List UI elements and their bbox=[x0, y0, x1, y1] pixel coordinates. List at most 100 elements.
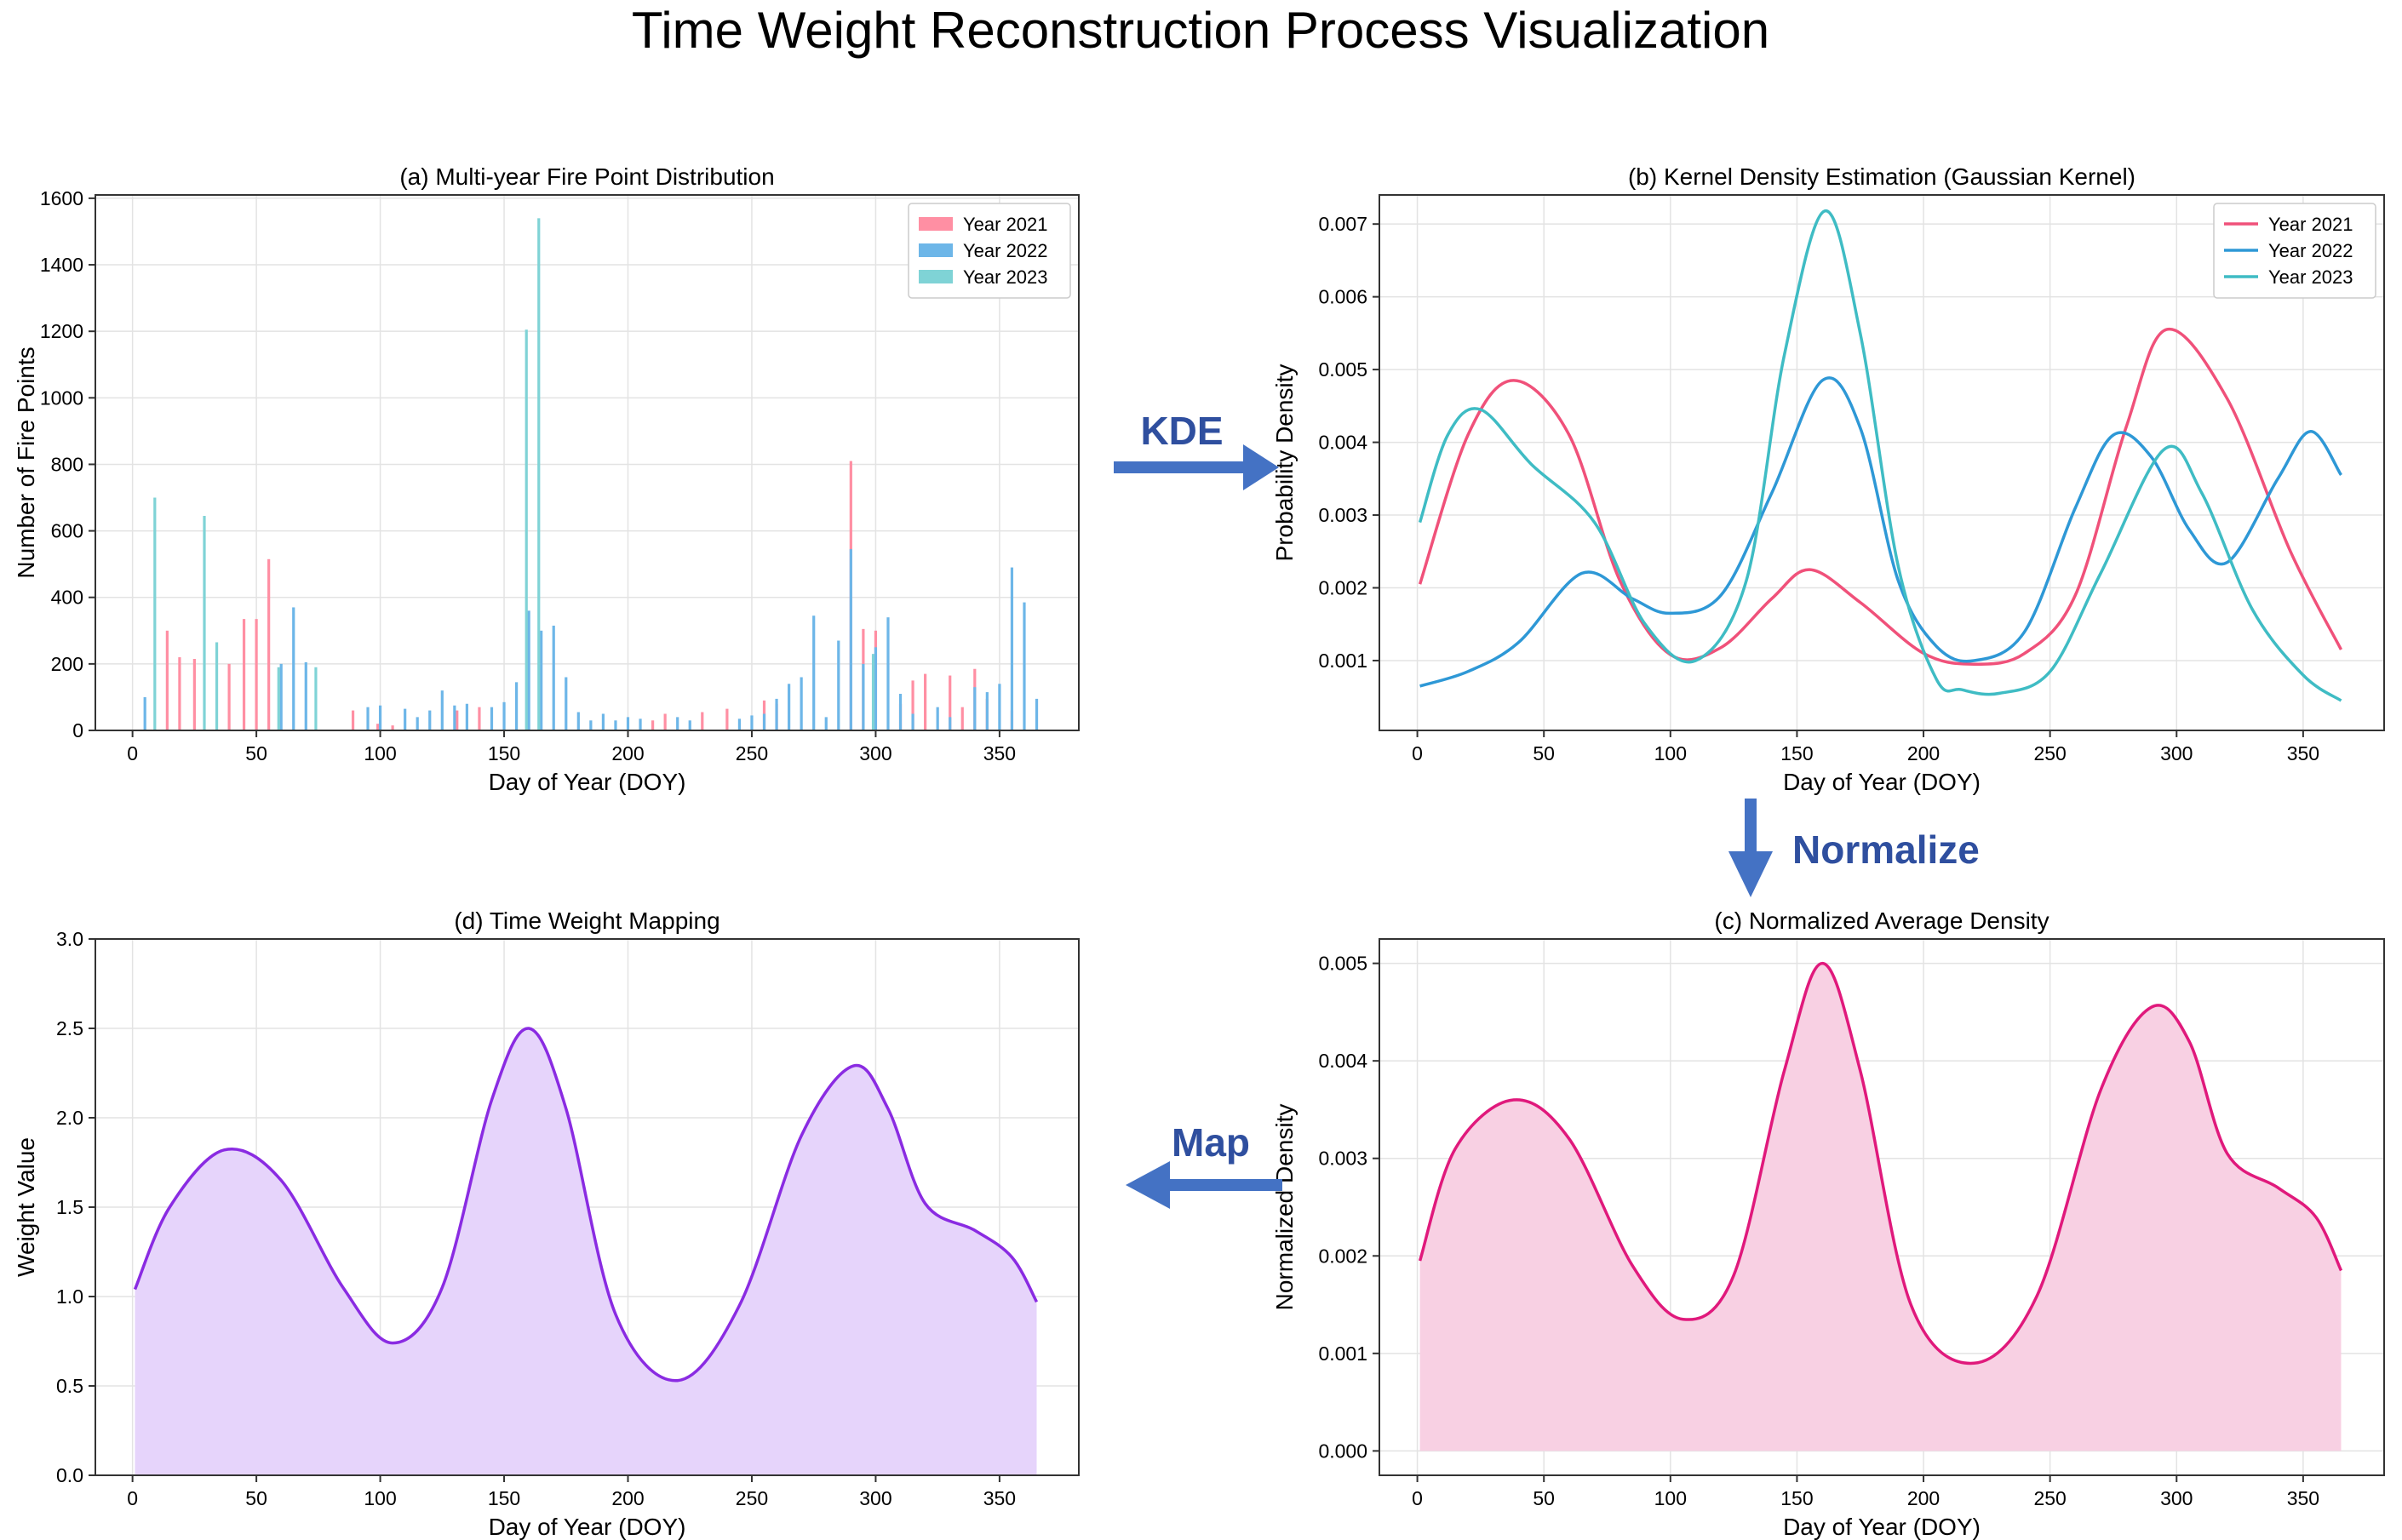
x-tick-label: 50 bbox=[245, 1487, 267, 1509]
chart-panel-b: 0 50 100 150 200 250 300 350 0.001 0.002 0.003 0.00… bbox=[1271, 163, 2385, 795]
legend-label: Year 2022 bbox=[963, 240, 1048, 261]
legend-label: Year 2023 bbox=[963, 266, 1048, 288]
bar-year-2022 bbox=[614, 720, 617, 730]
bar-year-2022 bbox=[143, 696, 146, 730]
y-tick-label: 200 bbox=[51, 653, 83, 675]
x-tick-label: 200 bbox=[611, 742, 644, 764]
legend: Year 2021 Year 2022 Year 2023 bbox=[2213, 203, 2376, 299]
chart-title: (b) Kernel Density Estimation (Gaussian … bbox=[1628, 163, 2135, 190]
bar-year-2021 bbox=[227, 663, 231, 730]
normalize-label: Normalize bbox=[1792, 827, 1980, 872]
bar-year-2021 bbox=[165, 630, 169, 730]
y-tick-label: 0.002 bbox=[1318, 576, 1367, 598]
bar-year-2021 bbox=[725, 708, 729, 730]
bar-year-2022 bbox=[936, 707, 939, 730]
bar-year-2022 bbox=[639, 718, 642, 730]
x-tick-label: 250 bbox=[2033, 742, 2066, 764]
x-tick-label: 250 bbox=[2033, 1487, 2066, 1509]
bar-year-2021 bbox=[960, 707, 964, 730]
bar-year-2022 bbox=[737, 718, 742, 730]
x-tick-label: 350 bbox=[983, 742, 1016, 764]
y-tick-label: 0.006 bbox=[1318, 286, 1367, 308]
plot-frame bbox=[95, 194, 1080, 731]
bar-year-2023 bbox=[537, 218, 541, 730]
y-tick-label: 0.004 bbox=[1318, 432, 1367, 454]
kde-label: KDE bbox=[1140, 409, 1223, 453]
y-tick-label: 0.001 bbox=[1318, 1342, 1367, 1365]
y-tick-label: 0.0 bbox=[56, 1464, 83, 1486]
bar-year-2022 bbox=[762, 713, 766, 730]
y-tick-label: 0.005 bbox=[1318, 953, 1367, 975]
legend-label: Year 2022 bbox=[2268, 240, 2353, 261]
bar-year-2022 bbox=[800, 677, 803, 730]
y-tick-label: 0 bbox=[72, 719, 83, 741]
bar-year-2022 bbox=[886, 617, 890, 730]
x-tick-label: 200 bbox=[1907, 742, 1940, 764]
bar-year-2022 bbox=[490, 707, 494, 730]
x-tick-label: 50 bbox=[1533, 1487, 1555, 1509]
bar-year-2021 bbox=[242, 619, 246, 730]
bar-year-2022 bbox=[279, 663, 283, 730]
y-axis-label: Probability Density bbox=[1271, 364, 1298, 562]
bar-year-2022 bbox=[565, 677, 568, 730]
chart-title: (c) Normalized Average Density bbox=[1714, 907, 2049, 934]
bar-year-2023 bbox=[203, 516, 206, 730]
bar-year-2022 bbox=[378, 705, 382, 730]
bar-year-2022 bbox=[874, 647, 878, 730]
chart-panel-d: 0 50 100 150 200 250 300 350 0.0 0.5 1.0 1.5 2.0 2.5 3… bbox=[13, 907, 1080, 1540]
bar-year-2021 bbox=[178, 657, 181, 730]
bar-year-2021 bbox=[192, 659, 196, 730]
x-tick-label: 0 bbox=[127, 742, 138, 764]
bar-year-2022 bbox=[911, 713, 914, 730]
bar-year-2023 bbox=[215, 642, 219, 730]
y-tick-label: 1400 bbox=[40, 254, 83, 276]
series-line-year-2022 bbox=[1419, 376, 2342, 688]
legend-box bbox=[2213, 203, 2376, 299]
bar-year-2022 bbox=[440, 690, 444, 730]
bar-year-2022 bbox=[862, 663, 865, 730]
bar-year-2022 bbox=[985, 692, 989, 730]
x-tick-label: 300 bbox=[859, 742, 891, 764]
x-tick-label: 250 bbox=[736, 1487, 768, 1509]
x-tick-label: 0 bbox=[1412, 1487, 1423, 1509]
plot-frame bbox=[1379, 938, 2385, 1476]
y-tick-label: 1200 bbox=[40, 320, 83, 342]
bar-year-2021 bbox=[911, 680, 914, 730]
bar-year-2021 bbox=[376, 724, 380, 730]
kde-arrow-head bbox=[1243, 444, 1279, 490]
bar-year-2022 bbox=[502, 701, 506, 730]
bar-year-2021 bbox=[255, 619, 258, 730]
legend-label: Year 2023 bbox=[2268, 266, 2353, 288]
map-arrow-head bbox=[1126, 1161, 1170, 1209]
bar-year-2022 bbox=[416, 717, 419, 730]
y-tick-label: 600 bbox=[51, 520, 83, 542]
x-tick-label: 50 bbox=[1533, 742, 1555, 764]
y-tick-label: 0.000 bbox=[1318, 1440, 1367, 1462]
bar-year-2022 bbox=[292, 607, 295, 730]
y-axis-label: Weight Value bbox=[13, 1137, 39, 1277]
x-tick-label: 300 bbox=[2160, 742, 2193, 764]
chart-panel-a: 0 50 100 150 200 250 300 350 0 200 400 600 800 1000 12… bbox=[13, 163, 1080, 795]
series-line-year-2023 bbox=[1418, 209, 2342, 702]
x-tick-label: 150 bbox=[1780, 742, 1813, 764]
bar-year-2022 bbox=[465, 703, 468, 730]
bar-year-2022 bbox=[428, 710, 432, 730]
x-tick-label: 150 bbox=[1780, 1487, 1813, 1509]
bar-year-2021 bbox=[663, 713, 667, 730]
y-tick-label: 800 bbox=[51, 453, 83, 475]
bar-year-2022 bbox=[676, 717, 679, 730]
x-tick-label: 0 bbox=[1412, 742, 1423, 764]
bar-year-2022 bbox=[837, 640, 840, 730]
bar-year-2022 bbox=[576, 712, 580, 730]
y-tick-label: 3.0 bbox=[56, 928, 83, 950]
y-tick-label: 0.003 bbox=[1318, 1148, 1367, 1170]
x-tick-label: 300 bbox=[2160, 1487, 2193, 1509]
series-line-year-2021 bbox=[1418, 327, 2343, 666]
bar-year-2022 bbox=[1035, 698, 1039, 730]
legend: Year 2021 Year 2022 Year 2023 bbox=[908, 203, 1071, 299]
y-tick-label: 0.003 bbox=[1318, 504, 1367, 526]
x-axis-label: Day of Year (DOY) bbox=[1783, 1514, 1981, 1540]
bar-year-2022 bbox=[626, 717, 630, 730]
bar-year-2022 bbox=[304, 661, 307, 730]
